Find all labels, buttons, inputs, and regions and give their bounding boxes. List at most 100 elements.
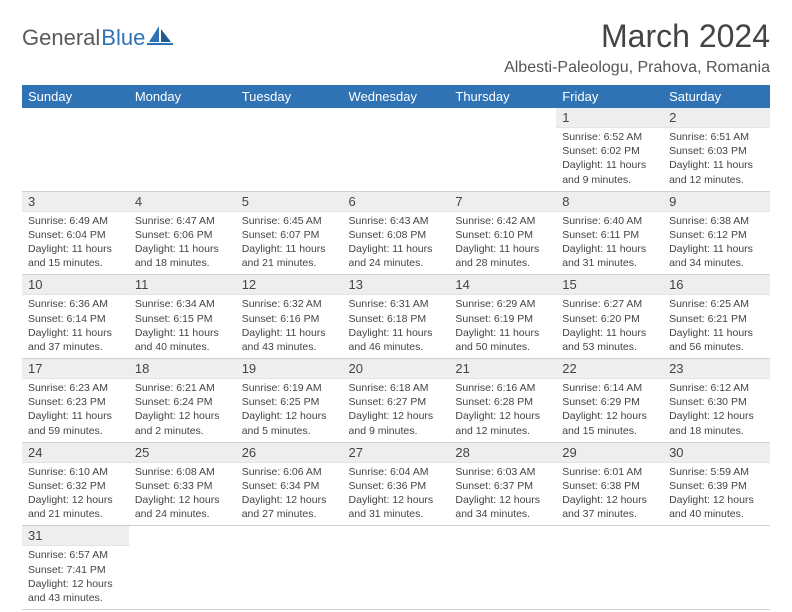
sunset-text: Sunset: 6:28 PM <box>455 395 550 409</box>
daylight-text: Daylight: 11 hours and 9 minutes. <box>562 158 657 186</box>
sunrise-text: Sunrise: 6:19 AM <box>242 381 337 395</box>
calendar-day-cell: 8Sunrise: 6:40 AMSunset: 6:11 PMDaylight… <box>556 191 663 275</box>
calendar-day-cell: 6Sunrise: 6:43 AMSunset: 6:08 PMDaylight… <box>343 191 450 275</box>
day-details: Sunrise: 6:51 AMSunset: 6:03 PMDaylight:… <box>663 128 770 191</box>
day-details: Sunrise: 6:19 AMSunset: 6:25 PMDaylight:… <box>236 379 343 442</box>
day-details: Sunrise: 6:43 AMSunset: 6:08 PMDaylight:… <box>343 212 450 275</box>
sunset-text: Sunset: 7:41 PM <box>28 563 123 577</box>
calendar-day-cell: 25Sunrise: 6:08 AMSunset: 6:33 PMDayligh… <box>129 442 236 526</box>
daylight-text: Daylight: 12 hours and 15 minutes. <box>562 409 657 437</box>
sunset-text: Sunset: 6:16 PM <box>242 312 337 326</box>
sunset-text: Sunset: 6:27 PM <box>349 395 444 409</box>
daylight-text: Daylight: 11 hours and 50 minutes. <box>455 326 550 354</box>
day-number: 12 <box>236 275 343 295</box>
daylight-text: Daylight: 11 hours and 40 minutes. <box>135 326 230 354</box>
calendar-day-cell <box>129 108 236 191</box>
day-details: Sunrise: 6:40 AMSunset: 6:11 PMDaylight:… <box>556 212 663 275</box>
daylight-text: Daylight: 11 hours and 24 minutes. <box>349 242 444 270</box>
calendar-week-row: 3Sunrise: 6:49 AMSunset: 6:04 PMDaylight… <box>22 191 770 275</box>
calendar-day-cell: 23Sunrise: 6:12 AMSunset: 6:30 PMDayligh… <box>663 359 770 443</box>
calendar-day-cell: 15Sunrise: 6:27 AMSunset: 6:20 PMDayligh… <box>556 275 663 359</box>
day-details: Sunrise: 6:14 AMSunset: 6:29 PMDaylight:… <box>556 379 663 442</box>
weekday-header: Tuesday <box>236 85 343 108</box>
calendar-day-cell: 12Sunrise: 6:32 AMSunset: 6:16 PMDayligh… <box>236 275 343 359</box>
day-details: Sunrise: 6:36 AMSunset: 6:14 PMDaylight:… <box>22 295 129 358</box>
day-details: Sunrise: 6:01 AMSunset: 6:38 PMDaylight:… <box>556 463 663 526</box>
day-details: Sunrise: 6:21 AMSunset: 6:24 PMDaylight:… <box>129 379 236 442</box>
sunrise-text: Sunrise: 6:12 AM <box>669 381 764 395</box>
day-details: Sunrise: 6:49 AMSunset: 6:04 PMDaylight:… <box>22 212 129 275</box>
calendar-day-cell: 9Sunrise: 6:38 AMSunset: 6:12 PMDaylight… <box>663 191 770 275</box>
day-number: 31 <box>22 526 129 546</box>
sunset-text: Sunset: 6:34 PM <box>242 479 337 493</box>
sunrise-text: Sunrise: 6:49 AM <box>28 214 123 228</box>
day-number: 17 <box>22 359 129 379</box>
sunrise-text: Sunrise: 6:18 AM <box>349 381 444 395</box>
calendar-day-cell: 21Sunrise: 6:16 AMSunset: 6:28 PMDayligh… <box>449 359 556 443</box>
sunset-text: Sunset: 6:18 PM <box>349 312 444 326</box>
sunrise-text: Sunrise: 6:38 AM <box>669 214 764 228</box>
calendar-day-cell: 20Sunrise: 6:18 AMSunset: 6:27 PMDayligh… <box>343 359 450 443</box>
day-number: 16 <box>663 275 770 295</box>
daylight-text: Daylight: 12 hours and 12 minutes. <box>455 409 550 437</box>
month-title: March 2024 <box>504 18 770 55</box>
logo-text-general: General <box>22 25 100 51</box>
sunset-text: Sunset: 6:10 PM <box>455 228 550 242</box>
day-number: 11 <box>129 275 236 295</box>
calendar-day-cell <box>22 108 129 191</box>
weekday-header: Monday <box>129 85 236 108</box>
daylight-text: Daylight: 11 hours and 28 minutes. <box>455 242 550 270</box>
weekday-header: Friday <box>556 85 663 108</box>
day-number: 8 <box>556 192 663 212</box>
sunset-text: Sunset: 6:06 PM <box>135 228 230 242</box>
sunrise-text: Sunrise: 6:45 AM <box>242 214 337 228</box>
day-details: Sunrise: 6:52 AMSunset: 6:02 PMDaylight:… <box>556 128 663 191</box>
calendar-day-cell <box>236 526 343 610</box>
daylight-text: Daylight: 11 hours and 46 minutes. <box>349 326 444 354</box>
daylight-text: Daylight: 12 hours and 31 minutes. <box>349 493 444 521</box>
daylight-text: Daylight: 12 hours and 5 minutes. <box>242 409 337 437</box>
sunset-text: Sunset: 6:32 PM <box>28 479 123 493</box>
calendar-day-cell: 22Sunrise: 6:14 AMSunset: 6:29 PMDayligh… <box>556 359 663 443</box>
day-number: 18 <box>129 359 236 379</box>
daylight-text: Daylight: 12 hours and 27 minutes. <box>242 493 337 521</box>
weekday-header-row: Sunday Monday Tuesday Wednesday Thursday… <box>22 85 770 108</box>
day-number: 2 <box>663 108 770 128</box>
calendar-day-cell <box>449 526 556 610</box>
sunrise-text: Sunrise: 5:59 AM <box>669 465 764 479</box>
day-number: 30 <box>663 443 770 463</box>
logo: General Blue <box>22 24 173 51</box>
day-details: Sunrise: 6:47 AMSunset: 6:06 PMDaylight:… <box>129 212 236 275</box>
calendar-day-cell: 28Sunrise: 6:03 AMSunset: 6:37 PMDayligh… <box>449 442 556 526</box>
daylight-text: Daylight: 12 hours and 21 minutes. <box>28 493 123 521</box>
day-number: 24 <box>22 443 129 463</box>
daylight-text: Daylight: 12 hours and 43 minutes. <box>28 577 123 605</box>
weekday-header: Thursday <box>449 85 556 108</box>
day-number: 5 <box>236 192 343 212</box>
sunset-text: Sunset: 6:38 PM <box>562 479 657 493</box>
sunrise-text: Sunrise: 6:03 AM <box>455 465 550 479</box>
day-number: 3 <box>22 192 129 212</box>
daylight-text: Daylight: 11 hours and 56 minutes. <box>669 326 764 354</box>
day-details: Sunrise: 6:29 AMSunset: 6:19 PMDaylight:… <box>449 295 556 358</box>
day-number: 23 <box>663 359 770 379</box>
calendar-day-cell: 14Sunrise: 6:29 AMSunset: 6:19 PMDayligh… <box>449 275 556 359</box>
day-details: Sunrise: 5:59 AMSunset: 6:39 PMDaylight:… <box>663 463 770 526</box>
sunset-text: Sunset: 6:12 PM <box>669 228 764 242</box>
sunset-text: Sunset: 6:25 PM <box>242 395 337 409</box>
calendar-day-cell <box>236 108 343 191</box>
sunset-text: Sunset: 6:14 PM <box>28 312 123 326</box>
sunset-text: Sunset: 6:08 PM <box>349 228 444 242</box>
day-details: Sunrise: 6:16 AMSunset: 6:28 PMDaylight:… <box>449 379 556 442</box>
header: General Blue March 2024 Albesti-Paleolog… <box>22 18 770 77</box>
sunrise-text: Sunrise: 6:31 AM <box>349 297 444 311</box>
sunset-text: Sunset: 6:07 PM <box>242 228 337 242</box>
day-details: Sunrise: 6:42 AMSunset: 6:10 PMDaylight:… <box>449 212 556 275</box>
calendar-week-row: 17Sunrise: 6:23 AMSunset: 6:23 PMDayligh… <box>22 359 770 443</box>
day-details: Sunrise: 6:31 AMSunset: 6:18 PMDaylight:… <box>343 295 450 358</box>
sunrise-text: Sunrise: 6:14 AM <box>562 381 657 395</box>
daylight-text: Daylight: 11 hours and 34 minutes. <box>669 242 764 270</box>
calendar-day-cell: 1Sunrise: 6:52 AMSunset: 6:02 PMDaylight… <box>556 108 663 191</box>
day-details: Sunrise: 6:04 AMSunset: 6:36 PMDaylight:… <box>343 463 450 526</box>
calendar-day-cell: 3Sunrise: 6:49 AMSunset: 6:04 PMDaylight… <box>22 191 129 275</box>
